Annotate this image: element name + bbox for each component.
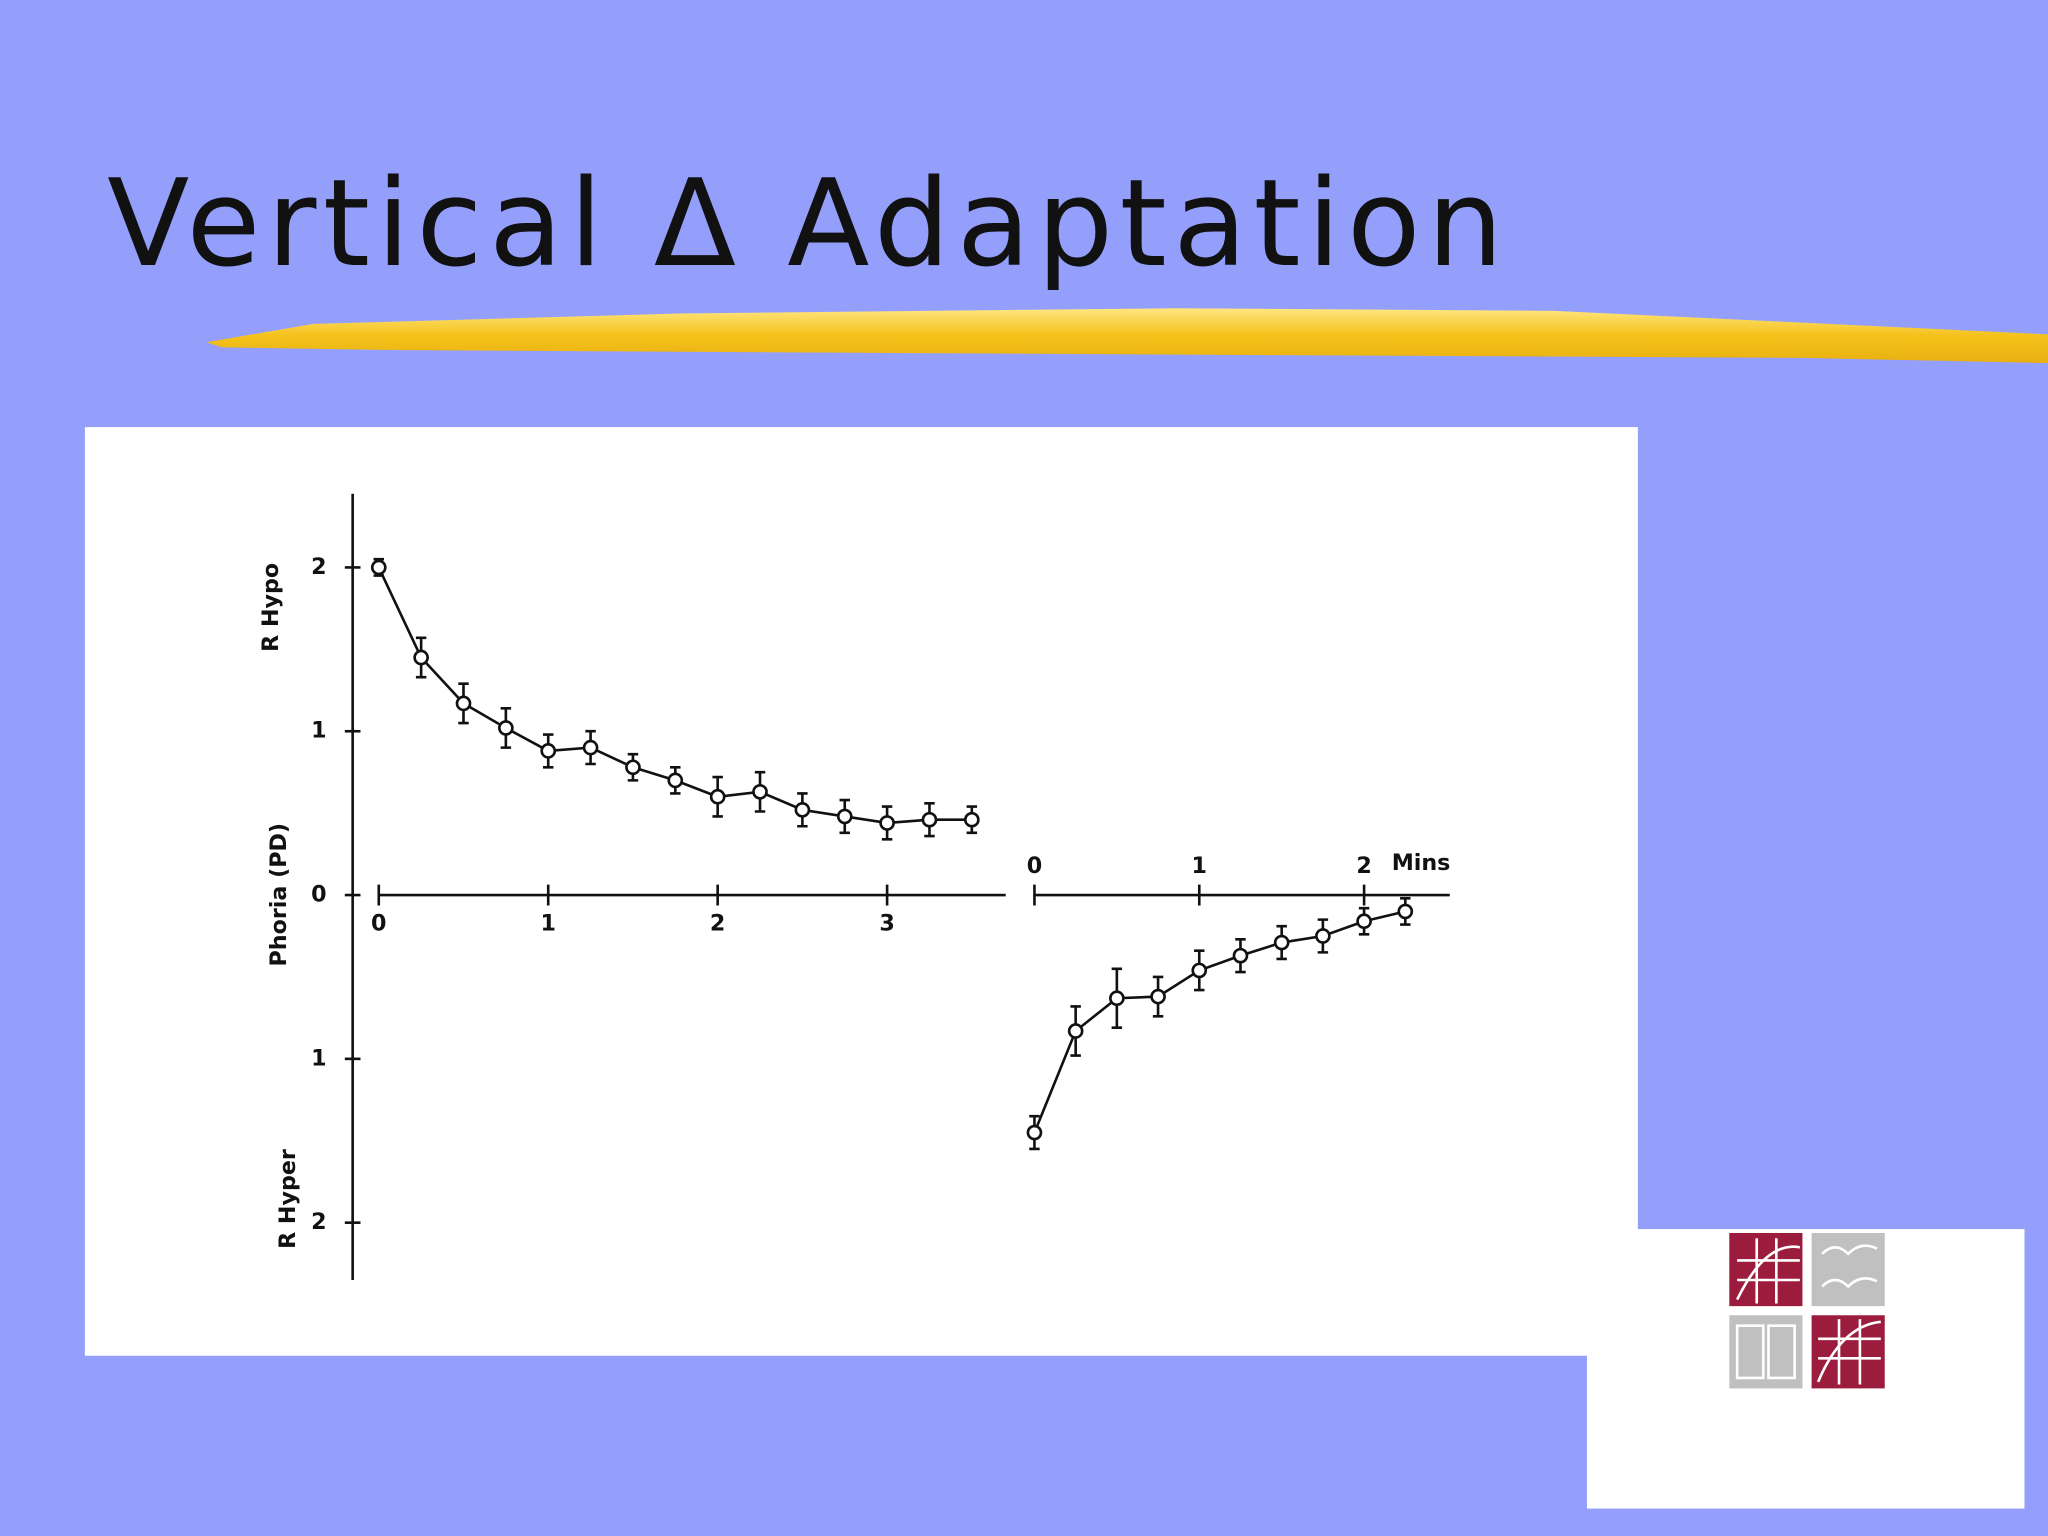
y-axis-label: R Hypo xyxy=(258,563,284,652)
x-axis-label: Mins xyxy=(1392,850,1451,876)
data-point xyxy=(1150,988,1166,1005)
logo-drawing xyxy=(1735,1238,1881,1385)
x-tick-label: 1 xyxy=(540,910,555,936)
data-point xyxy=(413,649,429,666)
logo-tile xyxy=(1811,1232,1885,1307)
x-tick-label: 1 xyxy=(1192,853,1207,879)
data-point xyxy=(540,743,557,759)
x-tick-label: 2 xyxy=(1356,853,1371,879)
y-tick-label: 1 xyxy=(311,718,326,744)
logo-tile xyxy=(1811,1315,1885,1389)
slide-title: Vertical Δ Adaptation xyxy=(107,154,1510,294)
x-tick-label: 0 xyxy=(371,910,386,936)
data-point xyxy=(1109,990,1125,1007)
data-point xyxy=(752,784,768,800)
y-tick-label: 1 xyxy=(311,1045,326,1071)
data-point xyxy=(1273,934,1290,951)
data-point xyxy=(1315,928,1331,944)
y-tick-label: 0 xyxy=(311,882,326,908)
fit-line xyxy=(1033,910,1406,1134)
data-point xyxy=(1397,903,1414,920)
y-tick-label: 2 xyxy=(311,1209,326,1235)
y-axis-label: Phoria (PD) xyxy=(266,823,292,967)
x-tick-label: 3 xyxy=(879,910,894,936)
data-point xyxy=(1067,1023,1084,1039)
data-point xyxy=(794,802,811,818)
title-underline xyxy=(206,308,2048,364)
data-point xyxy=(455,695,472,712)
data-point xyxy=(1191,962,1208,979)
data-point xyxy=(625,759,641,776)
y-axis-label: R Hyper xyxy=(275,1149,301,1249)
data-point xyxy=(667,772,684,789)
data-point xyxy=(709,788,726,805)
data-point xyxy=(1026,1124,1043,1141)
data-point xyxy=(582,739,599,756)
data-point xyxy=(498,720,514,736)
x-tick-label: 0 xyxy=(1027,853,1042,879)
data-point xyxy=(1356,913,1372,930)
logo-box xyxy=(1586,1229,2025,1509)
data-point xyxy=(921,811,938,828)
data-point xyxy=(879,815,895,831)
logo-tile xyxy=(1729,1315,1803,1389)
data-point xyxy=(836,808,853,825)
data-point xyxy=(1232,947,1249,964)
y-tick-label: 2 xyxy=(311,554,326,580)
data-point xyxy=(963,811,980,828)
logo-background xyxy=(1586,1229,2025,1509)
chart-panel xyxy=(84,427,1638,1356)
logo-tile xyxy=(1729,1232,1803,1307)
x-tick-label: 2 xyxy=(710,910,725,936)
data-point xyxy=(370,559,387,576)
